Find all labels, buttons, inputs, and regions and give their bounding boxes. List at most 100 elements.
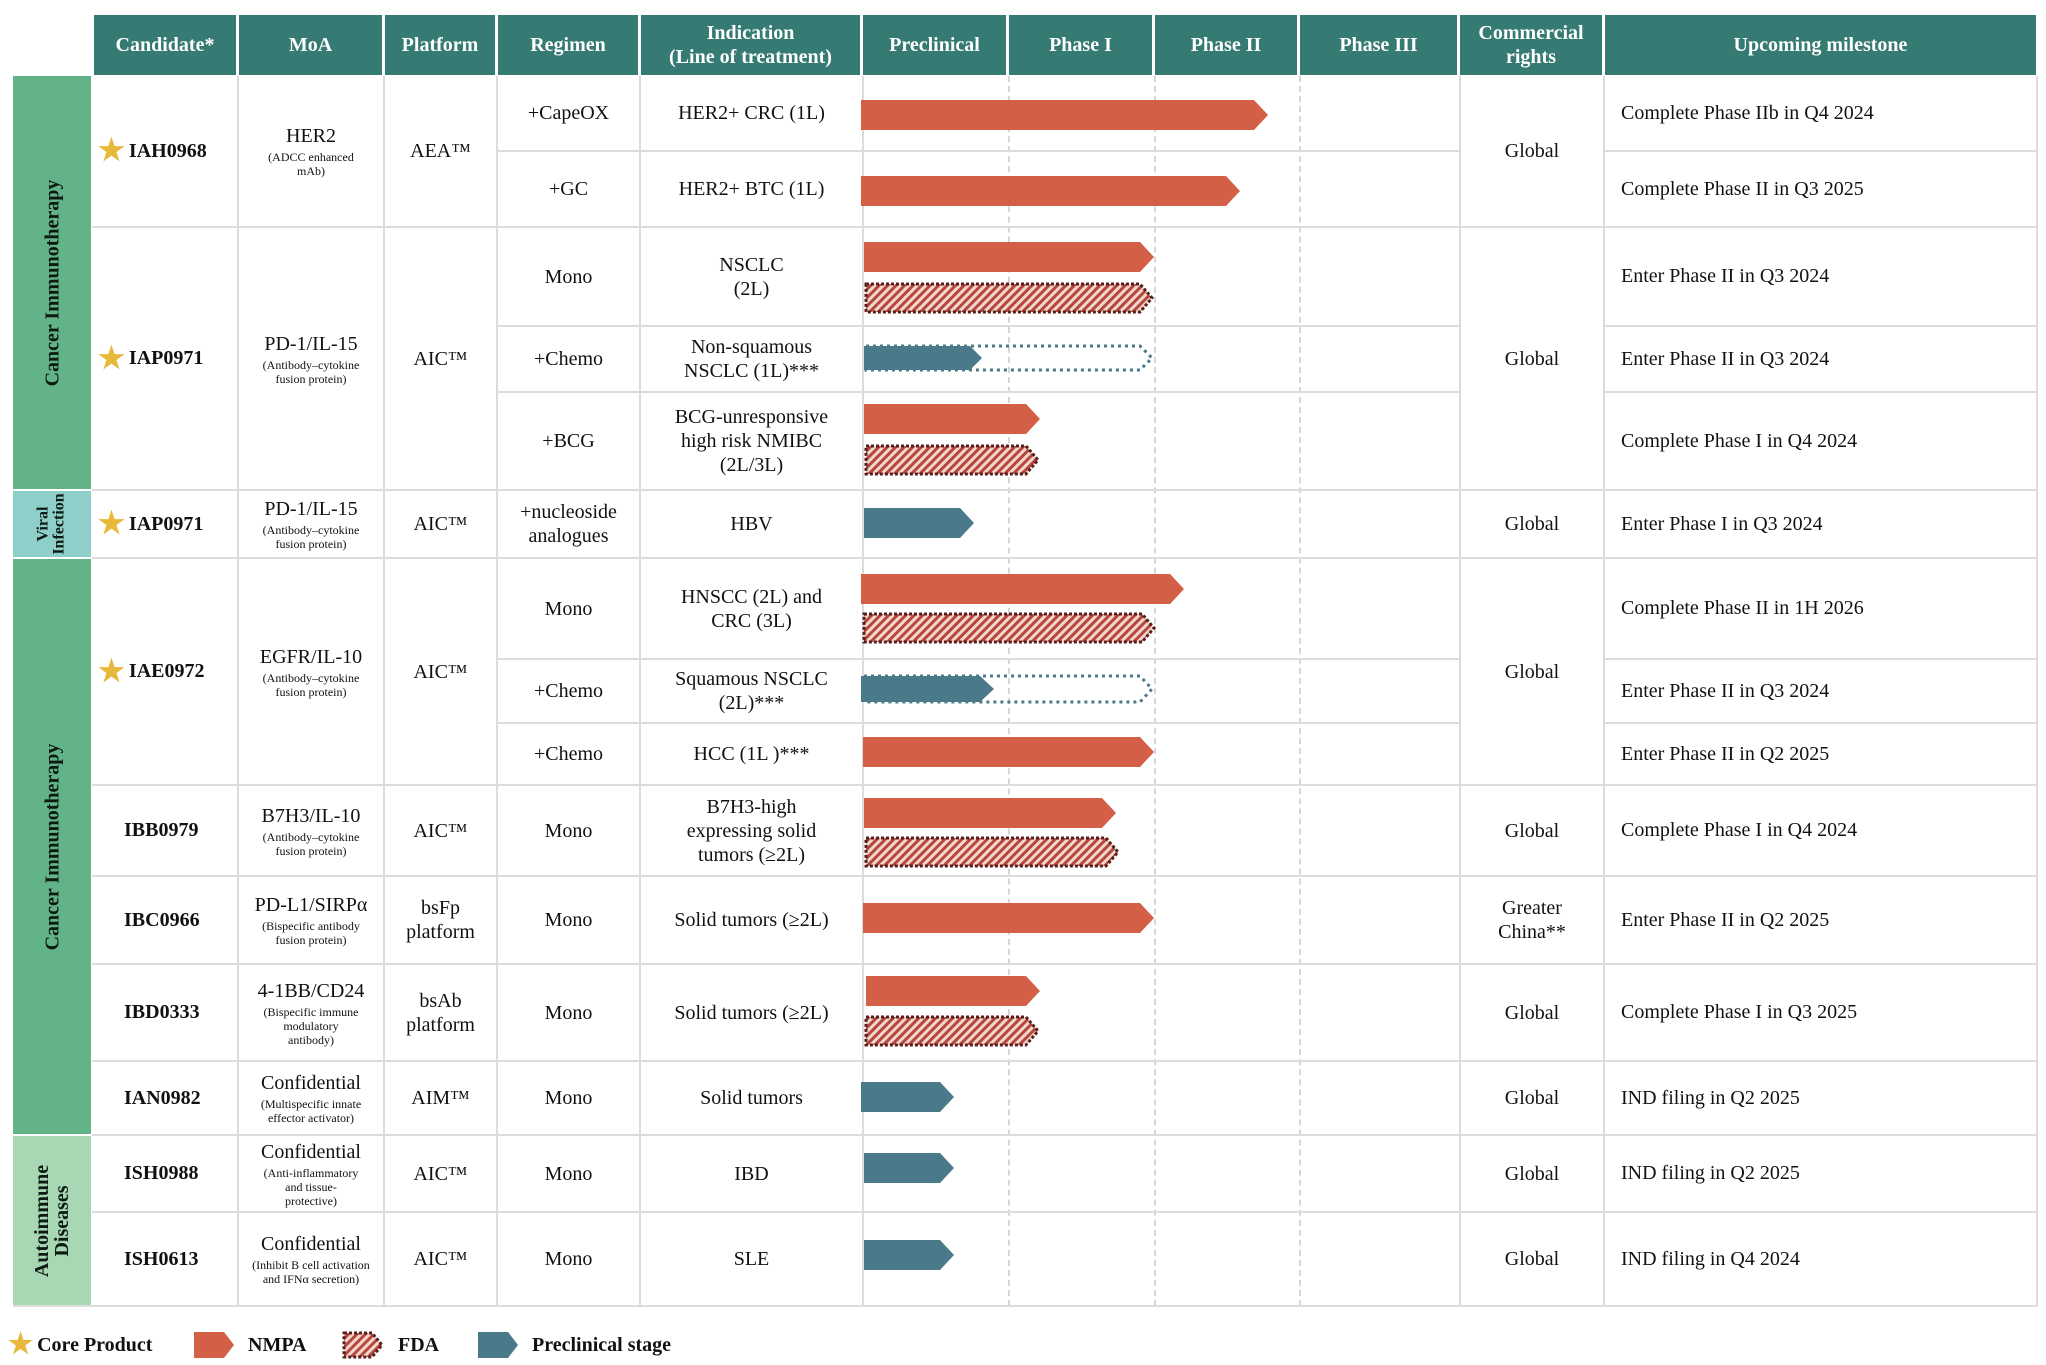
nmpa-swatch-icon (194, 1332, 234, 1358)
grid-line (237, 76, 239, 1306)
row-separator (92, 1134, 2038, 1136)
rights-ibc0966: Greater China** (1498, 897, 1566, 943)
platform-iap0971: AIC™ (413, 347, 468, 370)
rights-ish0988: Global (1504, 1162, 1560, 1185)
rights-ish0613: Global (1504, 1248, 1560, 1270)
row-separator (92, 784, 2038, 786)
nmpa-bar (864, 798, 1116, 828)
indication-cell: HCC (1L )*** (693, 743, 810, 765)
regimen-cell: Mono (544, 1001, 593, 1024)
indication-cell: IBD (734, 1162, 769, 1185)
core-product-star-icon: ★ (98, 507, 125, 540)
grid-line (1459, 76, 1461, 1306)
grid-line (2036, 76, 2038, 1306)
nmpa-bar (861, 100, 1268, 130)
moa-ibb0979: B7H3/IL-10 (Antibody–cytokine fusion prot… (261, 804, 361, 858)
legend-fda: FDA (342, 1325, 439, 1365)
moa-ibd0333: 4-1BB/CD24 (Bispecific immune modulatory … (257, 979, 365, 1047)
rights-iap0971-viral: Global (1504, 513, 1560, 535)
preclinical-bar (861, 676, 994, 702)
rights-iah0968: Global (1461, 76, 1603, 226)
milestone-cell: Complete Phase I in Q4 2024 (1621, 429, 1858, 452)
indication-cell: Non-squamous NSCLC (1L)*** (684, 336, 819, 382)
milestone-cell: Complete Phase I in Q4 2024 (1621, 819, 1858, 841)
moa-ish0988: Confidential (Anti-inflammatory and tissu… (261, 1140, 361, 1208)
nmpa-bar (861, 176, 1240, 206)
platform-ish0988: AIC™ (413, 1162, 468, 1185)
platform-ibd0333: bsAb platform (406, 989, 475, 1036)
subrow-separator (496, 325, 2038, 327)
fda-swatch-icon (342, 1331, 384, 1359)
category-cancer-immunotherapy-bottom: Cancer Immunotherapy (13, 559, 91, 1134)
grid-line (862, 76, 864, 1306)
indication-cell: SLE (733, 1248, 770, 1270)
preclinical-swatch-icon (478, 1332, 518, 1358)
candidate-ibc0966: IBC0966 (124, 908, 200, 931)
preclinical-bar (864, 1153, 954, 1183)
platform-ian0982: AIM™ (411, 1087, 470, 1109)
milestone-cell: IND filing in Q2 2025 (1621, 1086, 1800, 1109)
preclinical-bar (864, 508, 974, 538)
indication-cell: HNSCC (2L) and CRC (3L) (680, 585, 823, 632)
moa-iap0971: PD-1/IL-15 (Antibody–cytokine fusion prot… (262, 332, 360, 386)
nmpa-bar (864, 404, 1040, 434)
milestone-cell: IND filing in Q2 2025 (1621, 1162, 1800, 1184)
moa-iah0968: HER2 (ADCC enhanced mAb) (268, 125, 354, 178)
grid-line (639, 76, 641, 1306)
header-moa: MoA (239, 15, 382, 75)
candidate-ibb0979: IBB0979 (124, 819, 199, 841)
milestone-cell: Enter Phase II in Q3 2024 (1621, 347, 1830, 370)
header-phase-1: Phase I (1009, 15, 1152, 75)
indication-cell: HER2+ CRC (1L) (678, 102, 825, 124)
header-preclinical: Preclinical (863, 15, 1006, 75)
subrow-separator (496, 658, 2038, 660)
candidate-ish0613: ISH0613 (124, 1247, 199, 1270)
row-separator (92, 963, 2038, 965)
platform-ibc0966: bsFp platform (406, 897, 475, 943)
fda-bar (864, 836, 1120, 868)
legend-core-product: ★ Core Product (8, 1329, 153, 1360)
milestone-cell: Complete Phase II in Q3 2025 (1621, 177, 1864, 200)
indication-cell: Solid tumors (≥2L) (674, 1001, 829, 1024)
row-separator (92, 875, 2038, 877)
grid-line (1603, 76, 1605, 1306)
candidate-iap0971-viral: ★ IAP0971 (98, 507, 204, 540)
fda-bar (864, 444, 1040, 476)
grid-line (383, 76, 385, 1306)
regimen-cell: +Chemo (533, 680, 604, 702)
grid-line (496, 76, 498, 1306)
regimen-cell: +nucleoside analogues (520, 501, 617, 547)
header-commercial-rights: Commercial rights (1460, 15, 1602, 75)
row-separator (13, 1305, 2038, 1307)
row-separator (92, 1211, 2038, 1213)
preclinical-bar (861, 1082, 954, 1112)
milestone-cell: Enter Phase I in Q3 2024 (1621, 512, 1823, 535)
regimen-cell: Mono (544, 1162, 593, 1185)
subrow-separator (496, 150, 2038, 152)
legend-nmpa: NMPA (194, 1325, 307, 1365)
rights-iae0972: Global (1461, 559, 1603, 784)
candidate-iap0971: ★ IAP0971 (98, 341, 204, 375)
regimen-cell: +CapeOX (527, 102, 610, 124)
row-separator (92, 226, 2038, 228)
grid-line-dashed (1299, 76, 1301, 1306)
candidate-ish0988: ISH0988 (124, 1162, 199, 1184)
indication-cell: NSCLC (2L) (719, 253, 784, 300)
candidate-ian0982: IAN0982 (124, 1086, 201, 1109)
preclinical-bar (864, 346, 982, 370)
category-autoimmune-diseases: Autoimmune Diseases (13, 1136, 91, 1305)
moa-ian0982: Confidential (Multispecific innate effect… (260, 1072, 362, 1125)
rights-ibb0979: Global (1504, 819, 1560, 842)
header-indication: Indication (Line of treatment) (641, 15, 860, 75)
platform-iah0968: AEA™ (410, 140, 471, 162)
milestone-cell: Enter Phase II in Q2 2025 (1621, 908, 1830, 931)
nmpa-bar (861, 574, 1184, 604)
milestone-cell: Complete Phase II in 1H 2026 (1621, 597, 1864, 619)
indication-cell: HBV (730, 513, 773, 535)
regimen-cell: +Chemo (533, 348, 604, 370)
indication-cell: BCG-unresponsive high risk NMIBC (2L/3L) (674, 406, 829, 476)
milestone-cell: Enter Phase II in Q3 2024 (1621, 679, 1830, 702)
regimen-cell: +BCG (542, 430, 595, 452)
regimen-cell: +Chemo (533, 743, 604, 765)
platform-iap0971-viral: AIC™ (413, 513, 468, 535)
